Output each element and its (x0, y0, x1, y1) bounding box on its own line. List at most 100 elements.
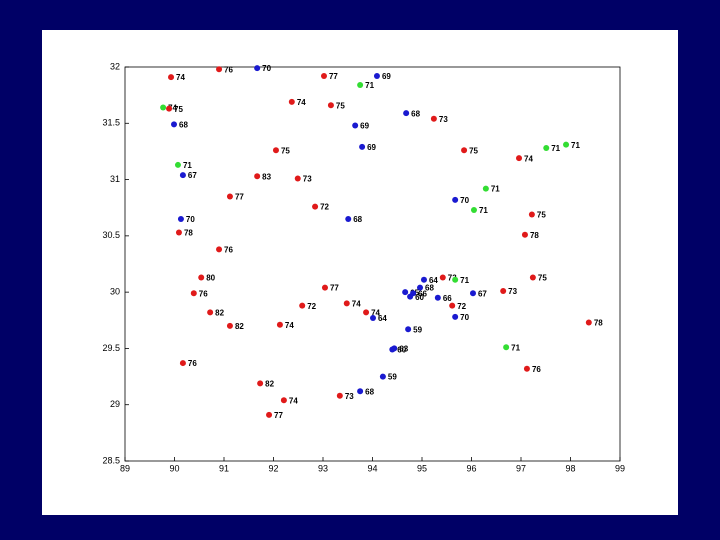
point (500, 288, 507, 295)
point-label: 76 (199, 289, 208, 298)
point (528, 211, 535, 218)
point (345, 215, 352, 222)
point-label: 71 (571, 141, 580, 150)
point (430, 115, 437, 122)
point (469, 290, 476, 297)
point-label: 74 (352, 300, 361, 309)
point (434, 294, 441, 301)
point (585, 319, 592, 326)
point (523, 365, 530, 372)
point (379, 373, 386, 380)
point (452, 196, 459, 203)
point-label: 69 (360, 122, 369, 131)
point-label: 72 (320, 203, 329, 212)
point-label: 83 (262, 172, 271, 181)
point-label: 73 (345, 392, 354, 401)
point (470, 206, 477, 213)
point-label: 80 (206, 274, 215, 283)
point-label: 59 (388, 373, 397, 382)
point (175, 229, 182, 236)
point (359, 143, 366, 150)
point (369, 315, 376, 322)
point-label: 64 (429, 276, 438, 285)
point (405, 326, 412, 333)
point (254, 173, 261, 180)
point-label: 71 (479, 206, 488, 215)
point-label: 78 (530, 231, 539, 240)
point-label: 73 (448, 274, 457, 283)
point (343, 300, 350, 307)
point (357, 388, 364, 395)
point (420, 276, 427, 283)
y-tick-label: 29.5 (102, 343, 120, 353)
point (417, 284, 424, 291)
y-tick-label: 29 (110, 399, 120, 409)
point (312, 203, 319, 210)
point-label: 78 (594, 319, 603, 328)
point (168, 74, 175, 81)
point-label: 71 (460, 276, 469, 285)
point-label: 76 (224, 65, 233, 74)
point (288, 98, 295, 105)
point-label: 60 (415, 293, 424, 302)
x-tick-label: 94 (367, 463, 377, 473)
point-label: 72 (457, 302, 466, 311)
point (482, 185, 489, 192)
point (516, 155, 523, 162)
x-tick-label: 92 (268, 463, 278, 473)
point (276, 321, 283, 328)
y-tick-label: 28.5 (102, 455, 120, 465)
point-label: 77 (330, 284, 339, 293)
x-tick-label: 97 (516, 463, 526, 473)
point (327, 102, 334, 109)
point (226, 193, 233, 200)
point-label: 75 (469, 146, 478, 155)
x-tick-label: 91 (219, 463, 229, 473)
point (336, 392, 343, 399)
point-label: 70 (460, 313, 469, 322)
point-label: 75 (537, 211, 546, 220)
point (403, 110, 410, 117)
y-tick-label: 30 (110, 287, 120, 297)
x-tick-label: 96 (466, 463, 476, 473)
point-label: 68 (365, 387, 374, 396)
point-label: 71 (511, 343, 520, 352)
point (179, 172, 186, 179)
point-label: 68 (179, 121, 188, 130)
point (294, 175, 301, 182)
point-label: 71 (491, 185, 500, 194)
x-tick-label: 90 (169, 463, 179, 473)
point-label: 73 (439, 115, 448, 124)
point (299, 302, 306, 309)
point (190, 290, 197, 297)
point (257, 380, 264, 387)
point-label: 75 (281, 146, 290, 155)
point (272, 147, 279, 154)
point-label: 64 (378, 314, 387, 323)
point-label: 75 (336, 101, 345, 110)
point-label: 74 (168, 104, 177, 113)
point (449, 302, 456, 309)
point-label: 68 (411, 109, 420, 118)
point (266, 411, 273, 418)
point (352, 122, 359, 129)
point-label: 78 (184, 229, 193, 238)
point-label: 82 (235, 322, 244, 331)
point (160, 104, 167, 111)
point-label: 76 (188, 359, 197, 368)
point (166, 105, 173, 112)
point (529, 274, 536, 281)
point (216, 66, 223, 73)
point-label: 63 (399, 345, 408, 354)
point-label: 60 (397, 346, 406, 355)
point-label: 74 (285, 321, 294, 330)
point (177, 215, 184, 222)
point (179, 360, 186, 367)
point (373, 73, 380, 80)
x-tick-label: 95 (417, 463, 427, 473)
point-label: 75 (174, 105, 183, 114)
y-tick-label: 31 (110, 174, 120, 184)
point-label: 82 (215, 309, 224, 318)
y-tick-label: 30.5 (102, 230, 120, 240)
